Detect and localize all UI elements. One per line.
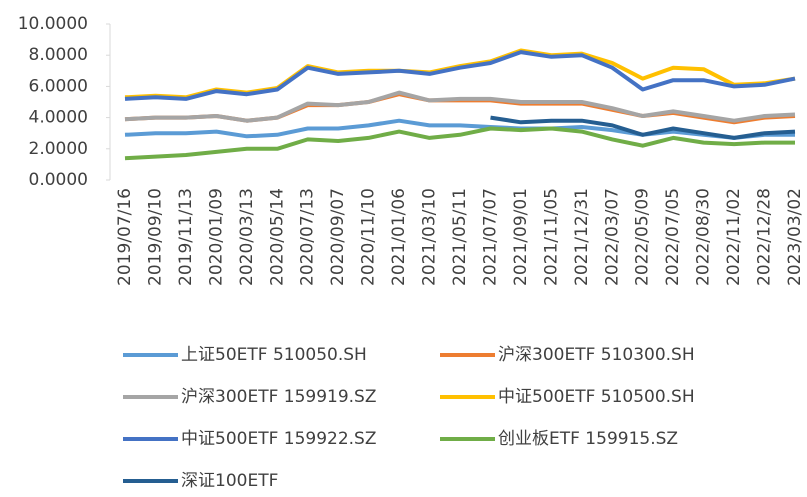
y-tick-label: 10.0000 (18, 14, 88, 34)
x-tick-label: 2022/03/07 (602, 188, 622, 286)
x-tick-label: 2020/07/13 (298, 188, 318, 286)
legend-label: 中证500ETF 159922.SZ (181, 429, 377, 449)
y-tick-label: 8.0000 (29, 45, 88, 65)
series-line (490, 115, 796, 140)
x-tick-label: 2023/03/02 (785, 188, 805, 286)
x-tick-label: 2020/01/09 (206, 188, 226, 286)
y-tick-label: 2.0000 (29, 139, 88, 159)
x-tick-label: 2021/12/31 (572, 188, 592, 286)
series-line (124, 118, 795, 140)
y-tick-label: 6.0000 (29, 76, 88, 96)
x-tick-label: 2021/11/05 (541, 188, 561, 286)
series-line (124, 50, 796, 101)
legend-label: 中证500ETF 510500.SH (498, 387, 695, 407)
series-line (124, 126, 795, 161)
x-tick-label: 2020/09/07 (328, 188, 348, 286)
legend-label: 深证100ETF (181, 471, 278, 491)
x-tick-label: 2021/07/07 (480, 188, 500, 286)
x-tick-label: 2019/11/13 (176, 188, 196, 286)
x-tick-label: 2021/01/06 (389, 188, 409, 286)
legend-label: 沪深300ETF 159919.SZ (181, 387, 377, 407)
x-tick-label: 2022/05/09 (633, 188, 653, 286)
x-tick-label: 2022/12/28 (755, 188, 775, 286)
x-tick-label: 2021/05/11 (450, 188, 470, 286)
legend-label: 创业板ETF 159915.SZ (498, 429, 678, 449)
y-tick-label: 4.0000 (29, 108, 88, 128)
x-tick-label: 2021/03/10 (420, 188, 440, 286)
x-tick-label: 2020/05/14 (267, 188, 287, 286)
x-tick-label: 2020/11/10 (359, 188, 379, 286)
x-tick-label: 2022/08/30 (694, 188, 714, 286)
x-tick-label: 2021/09/01 (511, 188, 531, 286)
y-tick-label: 0.0000 (29, 170, 88, 190)
x-tick-label: 2022/07/05 (663, 188, 683, 286)
legend-label: 沪深300ETF 510300.SH (498, 345, 695, 365)
x-tick-label: 2019/07/16 (115, 188, 135, 286)
series-line (124, 90, 796, 123)
legend-label: 上证50ETF 510050.SH (181, 345, 367, 365)
x-tick-label: 2019/09/10 (145, 188, 165, 286)
x-tick-label: 2020/03/13 (237, 188, 257, 286)
x-tick-label: 2022/11/02 (724, 188, 744, 286)
